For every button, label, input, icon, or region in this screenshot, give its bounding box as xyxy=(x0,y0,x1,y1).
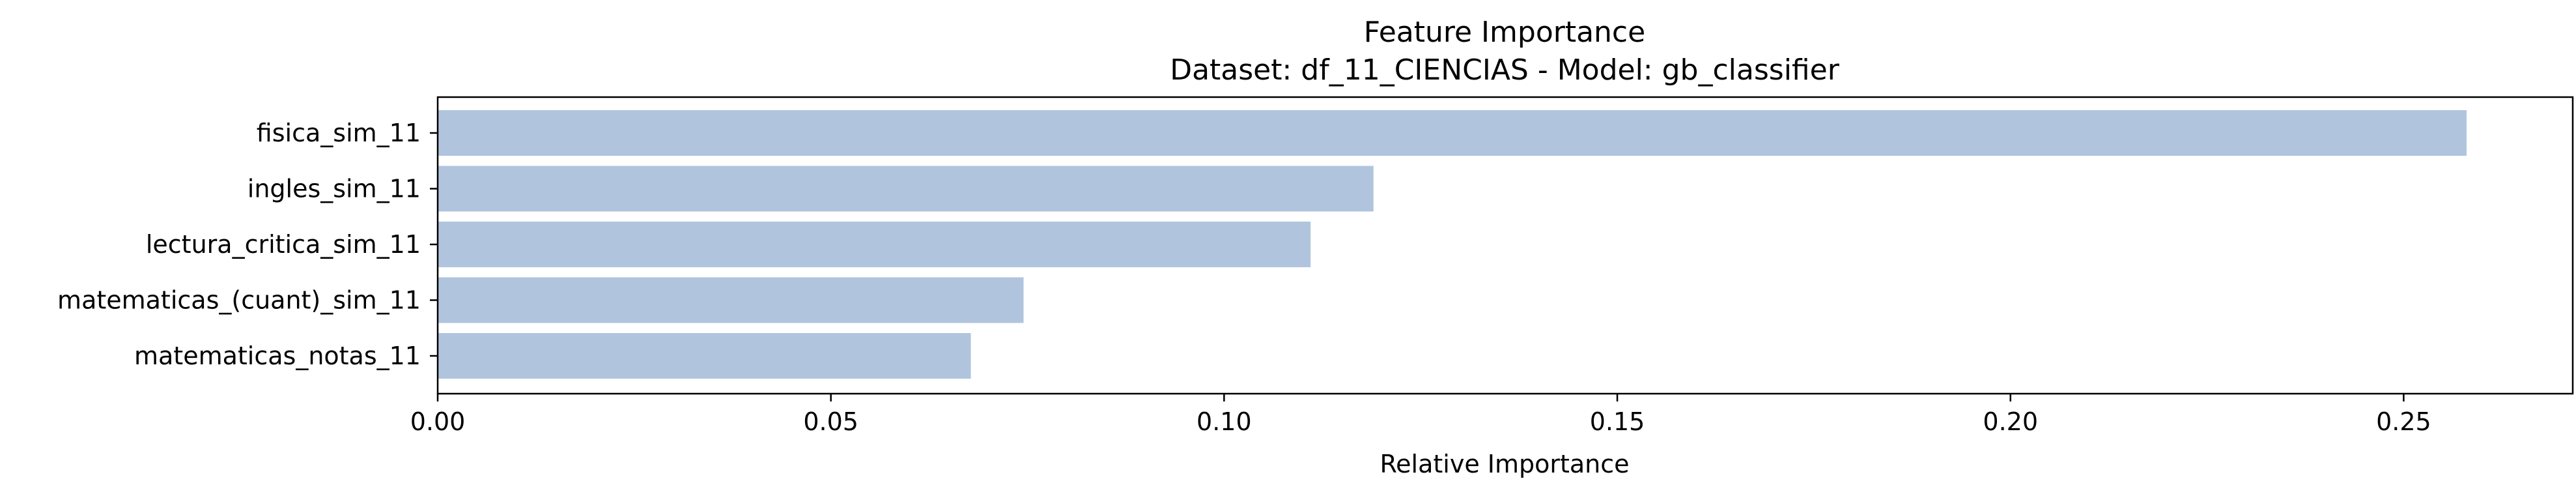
bar-1 xyxy=(438,166,1374,212)
chart-title: Feature Importance xyxy=(1364,16,1645,49)
bar-3 xyxy=(438,277,1024,323)
chart-subtitle: Dataset: df_11_CIENCIAS - Model: gb_clas… xyxy=(1170,53,1840,87)
y-tick-labels: fisica_sim_11 ingles_sim_11 lectura_critic… xyxy=(57,119,438,370)
y-tick-label: fisica_sim_11 xyxy=(257,119,421,147)
y-tick-label: ingles_sim_11 xyxy=(248,175,421,203)
bar-2 xyxy=(438,222,1311,267)
x-ticks: 0.00 0.05 0.10 0.15 0.20 0.25 xyxy=(410,394,2431,436)
x-tick-label: 0.05 xyxy=(803,407,858,436)
x-tick-label: 0.00 xyxy=(410,407,466,436)
x-tick-label: 0.25 xyxy=(2376,407,2431,436)
x-tick-label: 0.10 xyxy=(1196,407,1252,436)
y-tick-label: matematicas_notas_11 xyxy=(134,342,421,370)
x-tick-label: 0.15 xyxy=(1590,407,1645,436)
plot-area-frame xyxy=(436,96,2574,395)
y-tick-label: matematicas_(cuant)_sim_11 xyxy=(57,286,421,315)
x-tick-label: 0.20 xyxy=(1983,407,2038,436)
bar-0 xyxy=(438,110,2467,156)
bars-group xyxy=(438,110,2467,379)
x-axis-label: Relative Importance xyxy=(1380,450,1629,478)
y-tick-label: lectura_critica_sim_11 xyxy=(146,230,421,259)
bar-4 xyxy=(438,333,971,379)
